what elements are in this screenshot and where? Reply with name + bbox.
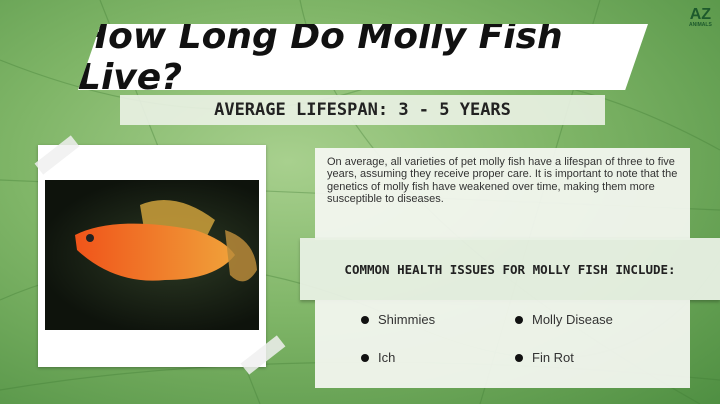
- bullet-icon: [361, 315, 369, 324]
- photo-frame: [38, 145, 266, 367]
- lifespan-subtitle: AVERAGE LIFESPAN: 3 - 5 YEARS: [120, 95, 605, 125]
- list-item: Fin Rot: [515, 350, 574, 365]
- bullet-icon: [515, 315, 523, 324]
- list-item: Ich: [361, 350, 395, 365]
- health-issues-list: Shimmies Molly Disease Ich Fin Rot: [315, 300, 690, 388]
- az-animals-logo: AZ ANIMALS: [689, 6, 712, 29]
- list-item: Shimmies: [361, 312, 435, 327]
- fish-illustration: [75, 200, 257, 282]
- list-item: Molly Disease: [515, 312, 613, 327]
- molly-fish-photo: [45, 180, 259, 330]
- bullet-icon: [361, 353, 369, 362]
- lifespan-description: On average, all varieties of pet molly f…: [315, 148, 690, 240]
- title-banner: How Long Do Molly Fish Live?: [78, 24, 648, 90]
- page-title: How Long Do Molly Fish Live?: [78, 16, 563, 98]
- bullet-icon: [515, 353, 523, 362]
- health-issues-heading: COMMON HEALTH ISSUES FOR MOLLY FISH INCL…: [300, 238, 720, 300]
